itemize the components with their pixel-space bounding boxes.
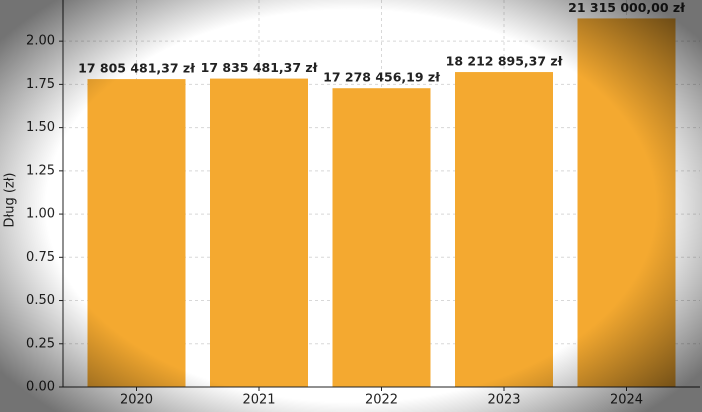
value-label: 17 835 481,37 zł xyxy=(201,60,318,75)
value-label: 17 805 481,37 zł xyxy=(78,61,195,76)
y-tick-label: 0.75 xyxy=(26,250,55,265)
y-tick-label: 1.50 xyxy=(26,120,55,135)
y-tick-label: 0.00 xyxy=(26,380,55,395)
value-label: 21 315 000,00 zł xyxy=(568,0,685,15)
y-axis-label: Dług (zł) xyxy=(3,173,18,228)
y-tick-label: 2.00 xyxy=(26,34,55,49)
bar xyxy=(87,79,186,387)
x-tick-label: 2024 xyxy=(610,393,643,408)
y-tick-label: 0.50 xyxy=(26,293,55,308)
bar xyxy=(577,18,676,387)
x-tick-label: 2021 xyxy=(242,393,275,408)
y-tick-label: 1.25 xyxy=(26,163,55,178)
y-tick-label: 0.25 xyxy=(26,336,55,351)
value-label: 17 278 456,19 zł xyxy=(323,70,440,85)
bar xyxy=(332,88,431,387)
x-tick-label: 2020 xyxy=(120,393,153,408)
y-tick-label: 1.00 xyxy=(26,207,55,222)
y-tick-label: 1.75 xyxy=(26,77,55,92)
value-label: 18 212 895,37 zł xyxy=(446,54,563,69)
x-tick-label: 2022 xyxy=(365,393,398,408)
bar xyxy=(455,72,553,388)
x-tick-label: 2023 xyxy=(487,393,520,408)
bar xyxy=(210,78,308,387)
